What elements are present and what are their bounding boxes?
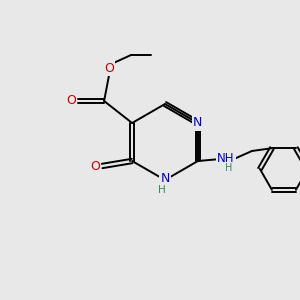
Text: O: O (90, 160, 100, 172)
Text: N: N (193, 116, 203, 130)
Text: N: N (160, 172, 170, 184)
Text: O: O (104, 61, 114, 74)
Text: H: H (225, 163, 233, 173)
Text: NH: NH (217, 152, 235, 166)
Text: H: H (158, 185, 166, 195)
Text: O: O (66, 94, 76, 107)
